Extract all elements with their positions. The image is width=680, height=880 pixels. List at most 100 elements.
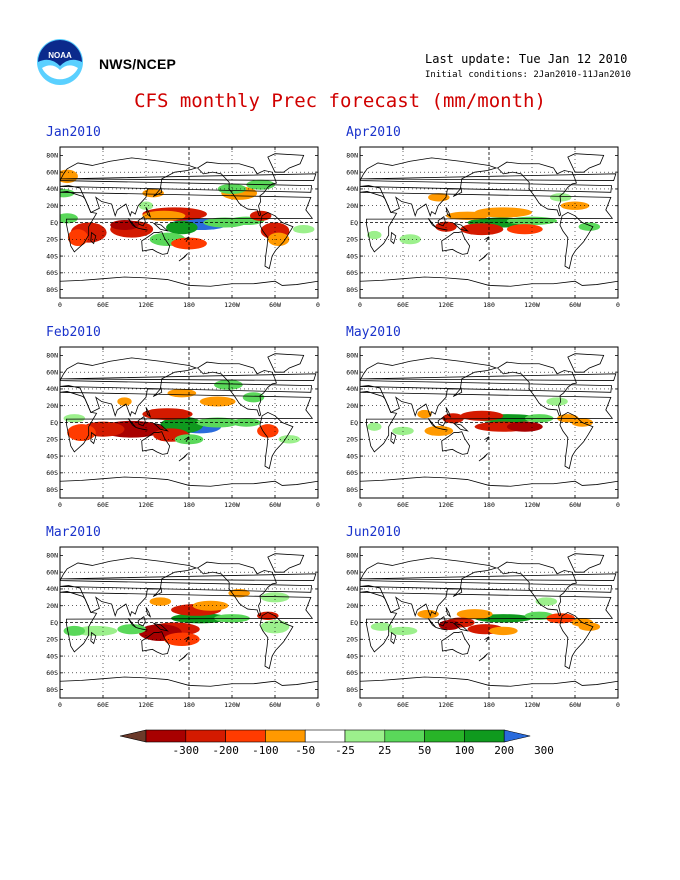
- coastline: [60, 591, 314, 653]
- lon-tick-label: 0: [358, 301, 362, 309]
- coastline: [445, 407, 452, 418]
- coastline: [90, 631, 97, 645]
- colorbar-underflow-triangle: [119, 729, 147, 743]
- lon-tick-label: 120E: [138, 501, 154, 509]
- coastline: [478, 653, 488, 662]
- lon-tick-label: 60E: [397, 701, 409, 709]
- precip-anomaly-region: [524, 611, 554, 620]
- coastline: [60, 557, 312, 618]
- coastline: [137, 415, 146, 427]
- lat-tick-label: 20S: [46, 236, 58, 244]
- coastline: [60, 391, 314, 453]
- coastline: [360, 173, 617, 181]
- precip-anomaly-region: [74, 625, 118, 636]
- coastline: [60, 357, 312, 418]
- lon-tick-label: 60W: [269, 701, 281, 709]
- colorbar-label: 100: [454, 744, 474, 757]
- coastline: [152, 187, 163, 197]
- lat-tick-label: 40N: [46, 585, 58, 593]
- lat-tick-label: EQ: [350, 219, 358, 227]
- precip-anomaly-region: [138, 201, 154, 210]
- lat-tick-label: 20N: [346, 602, 358, 610]
- initial-conditions: Initial conditions: 2Jan2010-11Jan2010: [425, 70, 631, 80]
- coastline: [496, 561, 577, 617]
- coastline: [60, 676, 318, 687]
- map-panel-mar: 80N 60N 40N 20N EQ 20S 40S 60S 80S 0 60E 120E 180 120…: [46, 525, 336, 718]
- coastline: [141, 431, 171, 455]
- lat-tick-label: 40N: [46, 185, 58, 193]
- lon-tick-label: 180: [483, 501, 495, 509]
- precip-anomaly-region: [60, 213, 78, 224]
- lon-tick-label: 180: [183, 701, 195, 709]
- coastline: [445, 607, 452, 618]
- lon-tick-label: 0: [316, 701, 320, 709]
- coastline: [445, 207, 452, 218]
- map-panel-jun: 80N 60N 40N 20N EQ 20S 40S 60S 80S 0 60E 120E 180 120…: [346, 525, 636, 718]
- coastline: [441, 431, 471, 455]
- precip-anomaly-region: [417, 409, 432, 419]
- lat-tick-label: EQ: [350, 419, 358, 427]
- coastline: [196, 161, 277, 217]
- lon-tick-label: 180: [183, 301, 195, 309]
- precip-anomaly-region: [546, 397, 568, 406]
- precip-anomaly-region: [199, 396, 236, 407]
- precip-anomaly-region: [367, 422, 382, 431]
- coastline: [478, 453, 488, 462]
- lat-tick-label: 20S: [346, 236, 358, 244]
- colorbar-label: 50: [418, 744, 431, 757]
- precip-anomaly-region: [367, 230, 382, 240]
- coastline: [152, 222, 169, 232]
- coastline: [152, 422, 169, 432]
- lat-tick-label: EQ: [50, 219, 58, 227]
- precip-anomaly-region: [442, 413, 464, 424]
- coastline: [60, 373, 317, 381]
- precip-anomaly-region: [60, 188, 75, 198]
- coastline: [441, 231, 471, 255]
- coastline: [152, 587, 163, 597]
- lon-tick-label: 120W: [524, 501, 540, 509]
- lon-tick-label: 60W: [569, 701, 581, 709]
- lon-tick-label: 0: [616, 701, 620, 709]
- coastline: [559, 211, 594, 270]
- lon-tick-label: 0: [616, 501, 620, 509]
- lon-tick-label: 0: [358, 701, 362, 709]
- coastline: [137, 215, 146, 227]
- lon-tick-label: 0: [58, 501, 62, 509]
- lat-tick-label: 40S: [46, 652, 58, 660]
- lat-tick-label: 40S: [346, 652, 358, 660]
- lat-tick-label: 20N: [346, 402, 358, 410]
- precip-anomaly-region: [163, 632, 200, 646]
- map-panel-may: 80N 60N 40N 20N EQ 20S 40S 60S 80S 0 60E 120E 180 120…: [346, 325, 636, 518]
- lat-tick-label: 20N: [46, 202, 58, 210]
- coastline: [452, 187, 463, 197]
- precip-anomaly-region: [142, 408, 193, 420]
- coastline: [60, 476, 318, 487]
- coastline: [360, 557, 612, 618]
- lat-tick-label: 40N: [346, 585, 358, 593]
- lat-tick-label: 40S: [346, 452, 358, 460]
- precip-anomaly-region: [560, 201, 590, 210]
- coastline: [360, 191, 614, 253]
- lat-tick-label: 80N: [46, 552, 58, 560]
- precip-anomaly-region: [438, 619, 461, 631]
- lat-tick-label: 20N: [346, 202, 358, 210]
- lat-tick-label: 20N: [46, 602, 58, 610]
- lon-tick-label: 60E: [397, 301, 409, 309]
- lon-tick-label: 60W: [269, 301, 281, 309]
- coastline: [141, 631, 171, 655]
- agency-name: NWS/NCEP: [99, 56, 177, 72]
- lat-tick-label: EQ: [50, 419, 58, 427]
- coastline: [452, 587, 463, 597]
- lon-tick-label: 180: [483, 301, 495, 309]
- colorbar-label: -50: [295, 744, 315, 757]
- coastline: [135, 427, 148, 431]
- noaa-logo-icon: NOAA: [37, 39, 83, 85]
- coastline: [135, 627, 148, 631]
- lat-tick-label: 40N: [46, 385, 58, 393]
- colorbar-label: -300: [173, 744, 200, 757]
- coastline: [478, 253, 488, 262]
- coastline: [435, 427, 448, 431]
- lat-tick-label: 20S: [46, 436, 58, 444]
